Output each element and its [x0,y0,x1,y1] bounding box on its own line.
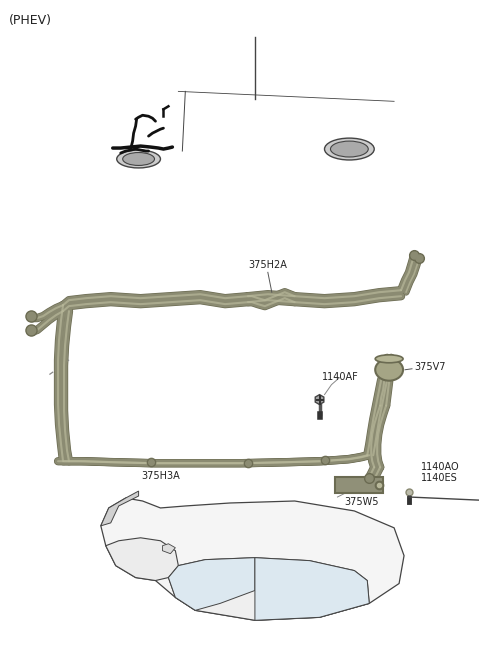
Text: 1140AO: 1140AO [421,462,459,472]
Polygon shape [101,498,404,620]
Polygon shape [101,491,139,526]
Polygon shape [315,395,324,405]
Polygon shape [168,558,369,620]
Polygon shape [106,538,179,581]
Ellipse shape [330,141,368,157]
Polygon shape [255,558,369,620]
Text: (PHEV): (PHEV) [9,14,52,27]
Ellipse shape [375,355,403,363]
Ellipse shape [117,150,160,168]
Text: 375W5: 375W5 [344,497,379,507]
Ellipse shape [324,138,374,160]
Text: 375H2A: 375H2A [249,260,287,270]
Polygon shape [168,558,255,610]
Polygon shape [162,544,175,554]
Text: 1140AF: 1140AF [322,372,358,382]
Text: 1140ES: 1140ES [421,473,458,483]
Bar [336,477,383,493]
Text: 375V7: 375V7 [414,362,445,372]
Ellipse shape [123,152,155,166]
Ellipse shape [375,359,403,380]
Text: 375H3A: 375H3A [141,471,180,481]
